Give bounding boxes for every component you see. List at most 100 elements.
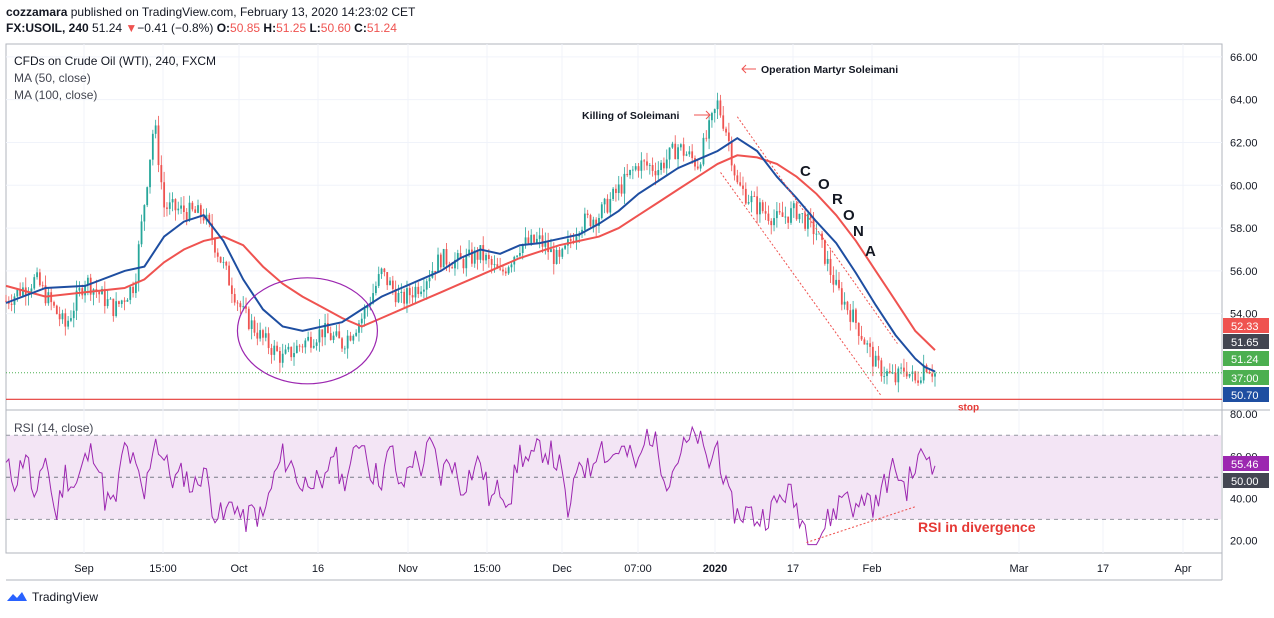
candle-body <box>691 151 694 159</box>
candle-body <box>928 371 931 374</box>
candle-body <box>705 137 708 139</box>
candle-body <box>826 258 829 264</box>
candle-body <box>185 212 188 221</box>
candle-body <box>685 154 688 156</box>
candle-body <box>228 265 230 286</box>
candle-body <box>533 234 535 243</box>
candle-body <box>372 293 374 304</box>
candle-body <box>702 137 705 165</box>
rsi-tick-label: 40.00 <box>1230 493 1258 505</box>
candle-body <box>225 261 228 266</box>
candle-body <box>98 291 101 295</box>
candle-body <box>146 187 149 206</box>
corona-letter: O <box>843 207 855 224</box>
candle-body <box>784 216 787 218</box>
candle-body <box>773 218 775 226</box>
candle-body <box>140 221 143 245</box>
candle-body <box>307 336 310 341</box>
candle-body <box>44 285 47 304</box>
candle-body <box>634 166 637 170</box>
high-label: H: <box>263 21 277 35</box>
candle-body <box>400 291 403 293</box>
candle-body <box>609 199 612 213</box>
author-name[interactable]: cozzamara <box>6 5 68 19</box>
candles-group <box>5 92 936 393</box>
candle-body <box>408 288 411 296</box>
time-tick-label: Oct <box>230 563 247 575</box>
price-badge <box>1223 387 1269 402</box>
candle-body <box>86 277 89 285</box>
consolidation-ellipse <box>236 277 379 385</box>
candle-body <box>417 286 420 295</box>
killing-label: Killing of Soleimani <box>582 110 680 122</box>
candle-body <box>544 242 547 247</box>
candle-body <box>346 335 349 349</box>
candle-body <box>471 249 473 264</box>
candle-body <box>270 348 273 355</box>
candle-body <box>332 335 335 340</box>
candle-body <box>914 371 917 381</box>
candle-body <box>318 329 321 343</box>
candle-body <box>660 162 663 170</box>
rsi-divergence-line <box>806 506 916 543</box>
candle-body <box>253 320 256 333</box>
candle-body <box>719 100 722 116</box>
candle-body <box>120 300 123 305</box>
rsi-tick-label: 20.00 <box>1230 535 1258 547</box>
candle-body <box>908 373 911 377</box>
candle-body <box>874 355 877 367</box>
candle-body <box>581 229 583 234</box>
candle-body <box>504 271 507 274</box>
candle-body <box>620 184 623 194</box>
price-badge <box>1223 334 1269 349</box>
candle-body <box>849 310 852 322</box>
ma100-line <box>5 154 936 351</box>
candle-body <box>160 165 163 183</box>
candle-body <box>696 166 699 169</box>
candle-body <box>16 289 19 297</box>
candle-body <box>795 203 798 220</box>
candle-body <box>552 249 555 264</box>
chart-header: cozzamara published on TradingView.com, … <box>6 4 415 36</box>
stop-label: stop <box>958 402 979 413</box>
candle-body <box>324 323 326 338</box>
candle-body <box>177 208 180 211</box>
price-tick-label: 60.00 <box>1230 180 1258 192</box>
candle-body <box>386 272 389 286</box>
candle-body <box>626 173 629 176</box>
candle-body <box>22 287 24 296</box>
candle-body <box>756 196 759 215</box>
tradingview-footer[interactable]: TradingView <box>6 590 98 604</box>
candle-body <box>267 333 270 349</box>
time-tick-label: Sep <box>74 563 94 575</box>
candle-body <box>640 160 643 171</box>
candle-body <box>775 211 778 219</box>
price-badge-label: 37:00 <box>1231 373 1259 385</box>
candle-body <box>33 277 36 289</box>
candle-body <box>278 351 281 363</box>
candle-body <box>499 268 502 270</box>
candle-body <box>629 169 631 176</box>
candle-body <box>792 203 795 209</box>
candle-body <box>510 264 513 268</box>
candle-body <box>47 292 50 304</box>
candle-body <box>897 368 900 383</box>
candle-body <box>358 323 360 333</box>
candle-body <box>871 346 874 367</box>
ma50-legend: MA (50, close) <box>14 71 91 85</box>
candle-body <box>380 268 383 275</box>
price-badge <box>1223 318 1269 333</box>
candle-body <box>41 285 44 287</box>
candle-body <box>321 329 324 338</box>
candle-body <box>397 292 400 303</box>
candle-body <box>236 302 239 304</box>
candle-body <box>651 165 654 171</box>
rsi-legend: RSI (14, close) <box>14 421 93 435</box>
candle-body <box>149 159 151 188</box>
candle-body <box>787 216 790 223</box>
candle-body <box>70 318 72 321</box>
candle-body <box>750 195 753 203</box>
candle-body <box>663 162 665 169</box>
candle-body <box>730 140 733 166</box>
